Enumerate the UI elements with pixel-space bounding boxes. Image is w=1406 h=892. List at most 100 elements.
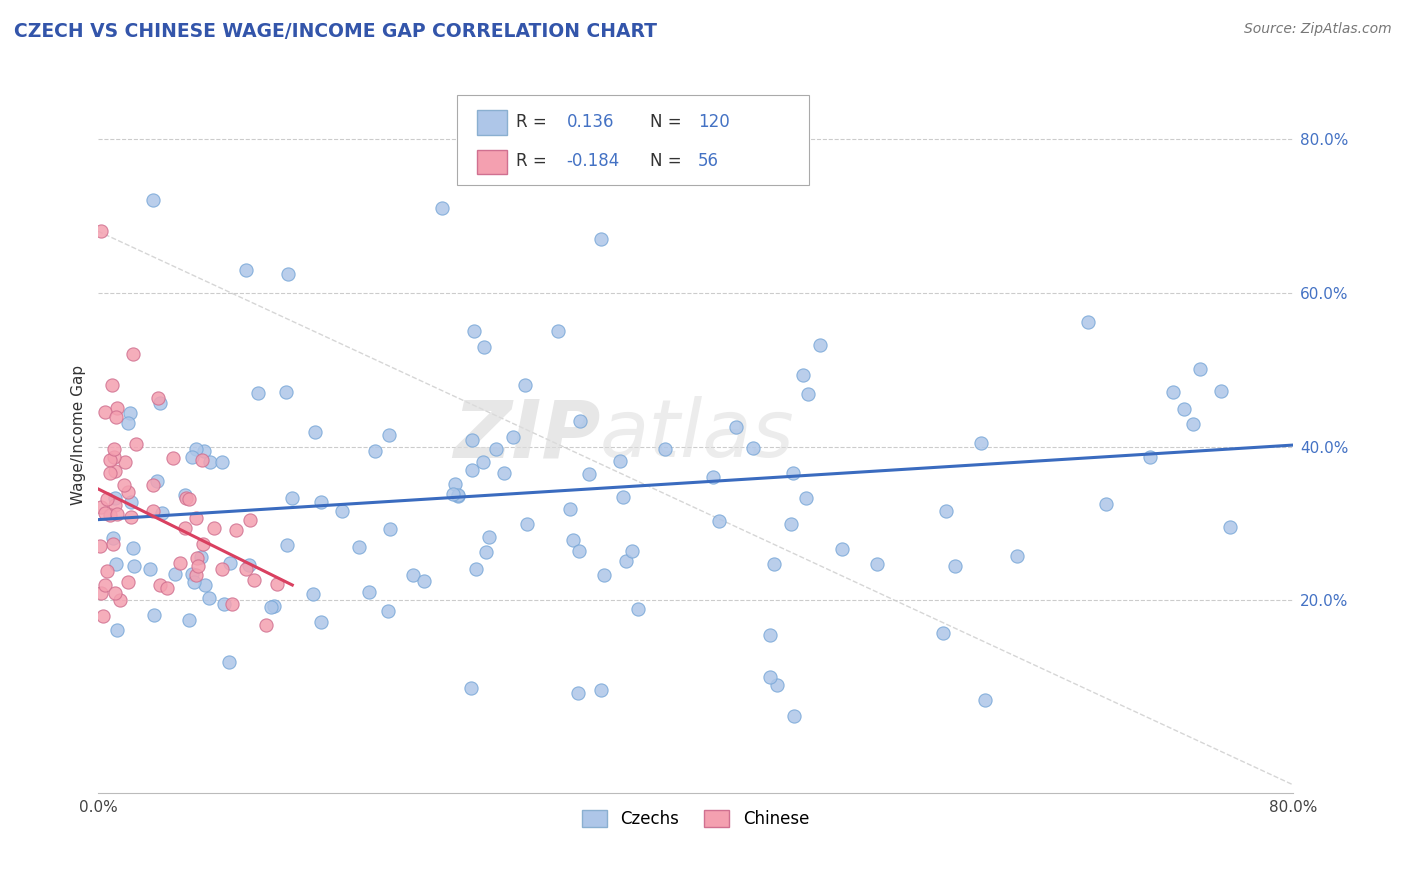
Point [103,442,125,456]
Point [304,425,326,439]
Point [741,441,763,455]
Text: R =: R = [516,112,547,131]
Point [114,455,136,469]
Point [108,593,131,607]
Point [943,559,966,574]
Point [654,442,676,457]
Point [763,557,786,571]
Y-axis label: Wage/Income Gap: Wage/Income Gap [72,365,86,505]
Point [96,491,118,506]
Point [94,506,117,520]
Point [221,598,243,612]
Point [759,628,782,642]
Point [1219,520,1241,534]
Point [149,396,172,410]
Point [702,469,724,483]
Point [94,405,117,419]
Point [724,419,747,434]
Point [779,517,801,532]
Point [165,566,187,581]
Point [190,549,212,564]
Point [558,502,581,516]
Point [620,544,643,558]
Point [105,401,128,416]
Text: CZECH VS CHINESE WAGE/INCOME GAP CORRELATION CHART: CZECH VS CHINESE WAGE/INCOME GAP CORRELA… [14,22,657,41]
Point [627,602,650,616]
Text: Source: ZipAtlas.com: Source: ZipAtlas.com [1244,22,1392,37]
Point [174,521,197,535]
Point [614,554,637,568]
Point [378,427,401,442]
Point [211,562,233,576]
Point [472,340,495,354]
Legend: Czechs, Chinese: Czechs, Chinese [575,803,815,834]
Point [184,568,207,582]
Point [461,433,484,447]
Point [478,530,501,544]
Point [263,599,285,613]
Point [103,531,125,545]
Point [89,540,111,554]
Point [122,347,145,361]
Point [193,444,215,458]
Point [593,568,616,582]
Point [214,597,236,611]
Point [330,504,353,518]
Text: 120: 120 [699,112,730,131]
Point [612,490,634,504]
Point [281,491,304,506]
Point [266,577,288,591]
Point [311,615,333,630]
Point [797,387,820,401]
Point [104,586,127,600]
Point [794,491,817,506]
Point [180,450,202,464]
Point [447,489,470,503]
Point [441,487,464,501]
Point [578,467,600,481]
Point [98,452,121,467]
Point [254,618,277,632]
Point [105,507,128,521]
Point [472,455,495,469]
Text: -0.184: -0.184 [567,153,620,170]
Point [759,670,782,684]
Point [194,578,217,592]
Point [973,693,995,707]
Text: 56: 56 [699,153,718,170]
Point [502,430,524,444]
Point [90,586,112,600]
Point [120,495,142,509]
Point [177,492,200,507]
Point [707,514,730,528]
Point [98,466,121,480]
Point [104,464,127,478]
Point [138,562,160,576]
Point [782,466,804,480]
Point [243,573,266,587]
Point [184,511,207,525]
Point [413,574,436,589]
Point [104,491,127,505]
Point [173,488,195,502]
Point [186,551,208,566]
Point [1139,450,1161,464]
Text: ZIP: ZIP [453,396,600,474]
Point [567,686,589,700]
Point [589,683,612,698]
Point [460,681,482,695]
Point [181,566,204,581]
Point [98,508,121,522]
Text: N =: N = [651,153,682,170]
Point [276,538,298,552]
Point [117,575,139,590]
Point [363,444,385,458]
Point [142,194,165,208]
Point [547,324,569,338]
Point [193,537,215,551]
Point [783,708,806,723]
Point [378,522,401,536]
Point [484,442,506,457]
Point [101,537,124,551]
Point [765,678,787,692]
